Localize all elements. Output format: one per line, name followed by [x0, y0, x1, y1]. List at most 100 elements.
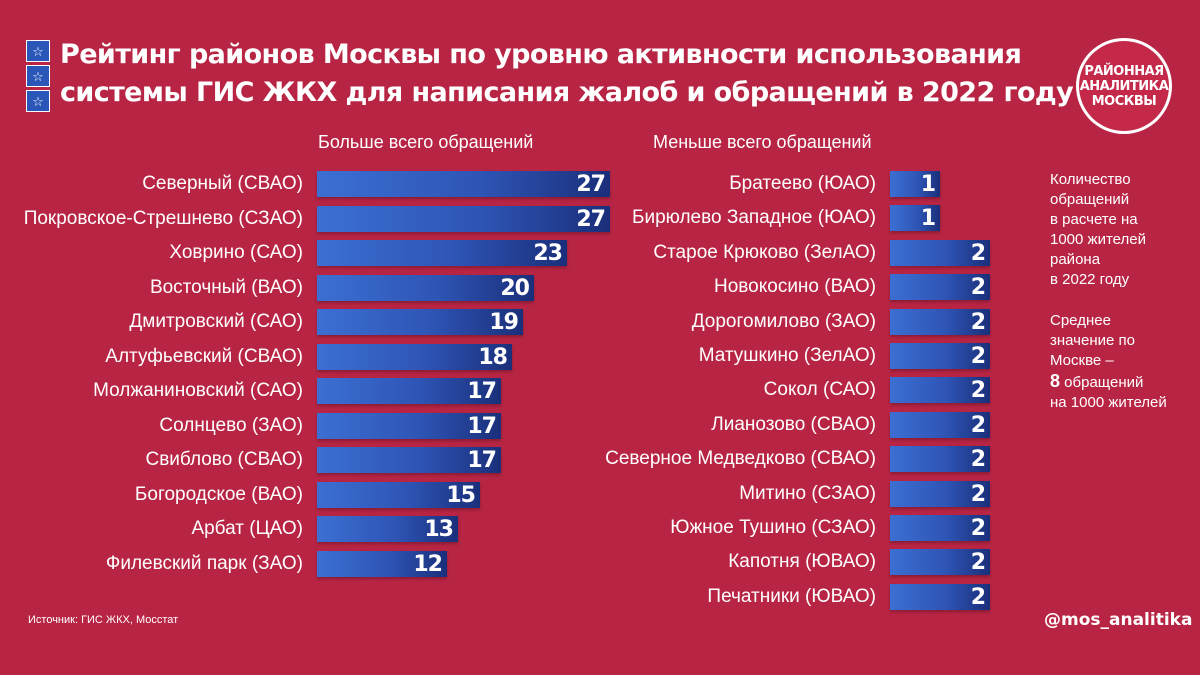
category-label: Южное Тушино (СЗАО)	[670, 517, 876, 538]
unit-note-line: обращений	[1050, 191, 1130, 208]
category-label: Братеево (ЮАО)	[729, 173, 876, 194]
bar-value-label: 18	[478, 344, 508, 370]
bar: 2	[890, 274, 990, 301]
bar: 2	[890, 549, 990, 576]
bar-value-label: 17	[467, 379, 497, 404]
category-label: Восточный (ВАО)	[149, 276, 303, 298]
category-label: Матушкино (ЗелАО)	[698, 345, 876, 366]
average-note-line: Москве –	[1050, 352, 1114, 369]
bar-value-label: 2	[970, 275, 986, 301]
bar-value-label: 17	[467, 413, 497, 439]
logo-line-2: АНАЛИТИКА	[1079, 78, 1169, 94]
bar-value-label: 2	[970, 516, 986, 541]
bar-value-label: 1	[920, 172, 936, 197]
bar: 2	[890, 480, 990, 507]
bar-value-label: 2	[970, 344, 986, 369]
category-label: Дорогомилово (ЗАО)	[691, 310, 876, 332]
star-icon: ☆	[26, 65, 50, 87]
social-handle[interactable]: @mos_analitika	[1044, 610, 1193, 630]
bar: 17	[317, 412, 501, 439]
category-label: Молжаниновский (САО)	[93, 380, 303, 401]
source-note: Источник: ГИС ЖКХ, Мосстат	[28, 614, 179, 626]
bar: 27	[317, 205, 610, 232]
bar: 2	[890, 239, 990, 266]
unit-note-line: района	[1050, 251, 1101, 268]
category-label: Старое Крюково (ЗелАО)	[653, 241, 876, 263]
average-note-line: значение по	[1050, 332, 1135, 349]
bar: 2	[890, 308, 990, 335]
bar-value-label: 20	[500, 275, 530, 301]
bar-value-label: 2	[970, 309, 986, 335]
category-label: Северное Медведково (СВАО)	[605, 448, 876, 470]
bar-value-label: 2	[970, 447, 986, 473]
category-label: Богородское (ВАО)	[134, 483, 303, 505]
bar-value-label: 2	[970, 481, 986, 507]
bar: 17	[317, 447, 501, 473]
category-label: Ховрино (САО)	[169, 242, 303, 263]
category-label: Капотня (ЮВАО)	[728, 551, 876, 573]
category-label: Бирюлево Западное (ЮАО)	[631, 207, 876, 229]
bar-value-label: 2	[970, 378, 986, 404]
unit-note-line: в расчете на	[1050, 211, 1138, 228]
bar: 27	[317, 171, 610, 197]
bar: 19	[317, 309, 523, 335]
bar: 2	[890, 515, 990, 541]
category-label: Филевский парк (ЗАО)	[105, 552, 303, 574]
bar-value-label: 19	[489, 310, 519, 335]
category-label: Солнцево (ЗАО)	[159, 414, 303, 436]
bar-value-label: 2	[970, 584, 986, 610]
bar-value-label: 17	[467, 448, 497, 473]
bar: 2	[890, 583, 990, 610]
logo-line-1: РАЙОННАЯ	[1084, 63, 1164, 79]
category-label: Печатники (ЮВАО)	[707, 585, 876, 607]
bar: 12	[317, 550, 447, 577]
category-label: Свиблово (СВАО)	[145, 449, 303, 470]
bar-value-label: 13	[424, 517, 454, 542]
logo-badge: РАЙОННАЯ АНАЛИТИКА МОСКВЫ	[1079, 41, 1169, 131]
category-label: Митино (СЗАО)	[739, 482, 876, 504]
bar-value-label: 27	[576, 172, 606, 197]
unit-note-line: в 2022 году	[1050, 271, 1130, 288]
logo-line-3: МОСКВЫ	[1091, 93, 1157, 109]
star-icon: ☆	[26, 90, 50, 112]
stars-decoration: ☆ ☆ ☆	[26, 40, 50, 112]
bar-value-label: 1	[920, 206, 936, 232]
title-line-1: Рейтинг районов Москвы по уровню активно…	[60, 39, 1022, 70]
unit-note: Количество обращений в расчете на 1000 ж…	[1050, 170, 1190, 290]
average-value-line: 8 обращений	[1050, 371, 1190, 393]
star-icon: ☆	[26, 40, 50, 62]
average-note: Среднее значение по Москве – 8 обращений…	[1050, 311, 1190, 413]
bar-value-label: 12	[413, 551, 443, 577]
bar: 13	[317, 516, 458, 542]
unit-note-line: 1000 жителей	[1050, 231, 1146, 248]
chart-most-title: Больше всего обращений	[318, 132, 534, 152]
category-label: Арбат (ЦАО)	[191, 518, 303, 539]
bar: 2	[890, 446, 990, 473]
average-note-line: на 1000 жителей	[1050, 394, 1167, 411]
bar: 1	[890, 205, 940, 232]
bar: 15	[317, 481, 480, 508]
category-label: Дмитровский (САО)	[129, 311, 303, 332]
average-value: 8	[1050, 371, 1061, 391]
bar: 20	[317, 274, 534, 301]
average-suffix: обращений	[1060, 374, 1144, 391]
bar-value-label: 2	[970, 412, 986, 438]
bar: 2	[890, 343, 990, 369]
category-label: Покровское-Стрешнево (СЗАО)	[23, 207, 303, 229]
average-note-line: Среднее	[1050, 312, 1111, 329]
bar: 2	[890, 411, 990, 438]
bar-value-label: 23	[533, 241, 563, 266]
bar-value-label: 15	[446, 482, 476, 508]
bar: 23	[317, 240, 567, 266]
bar-value-label: 27	[576, 206, 606, 232]
category-label: Лианозово (СВАО)	[711, 413, 876, 435]
category-label: Северный (СВАО)	[142, 173, 303, 194]
category-label: Новокосино (ВАО)	[713, 276, 876, 298]
bar: 17	[317, 378, 501, 404]
bar-value-label: 2	[970, 550, 986, 576]
unit-note-line: Количество	[1050, 171, 1131, 188]
bar: 1	[890, 171, 940, 197]
category-label: Сокол (САО)	[763, 379, 876, 401]
bar-value-label: 2	[970, 240, 986, 266]
page-title: Рейтинг районов Москвы по уровню активно…	[60, 36, 1074, 112]
